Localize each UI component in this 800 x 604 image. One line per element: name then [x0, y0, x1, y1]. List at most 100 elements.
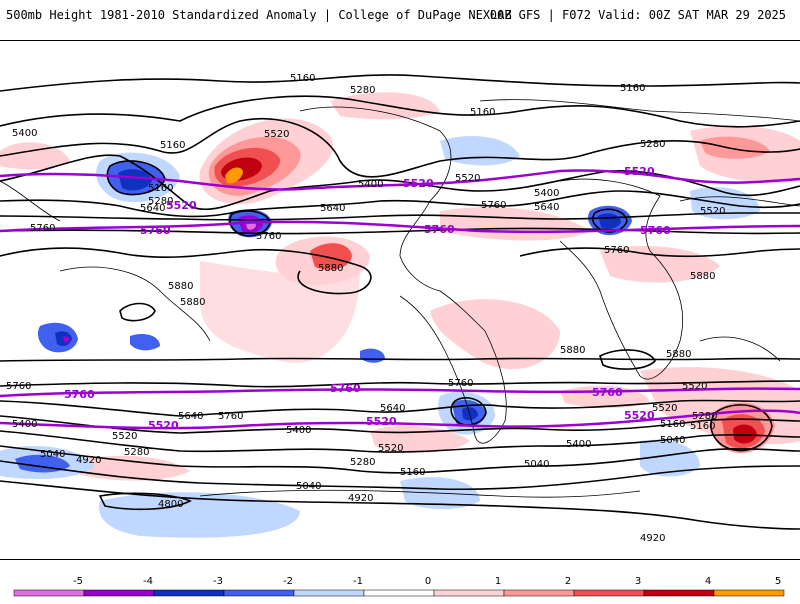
highlight-contour-label: 5760 [424, 223, 455, 236]
colorbar-swatch [503, 589, 575, 597]
colorbar: -5 -4 -3 -2 -1 0 1 2 3 4 5 [0, 572, 800, 600]
contour-label: 5760 [604, 245, 629, 256]
highlight-contour-labels: 5520 5520 5520 5760 5760 5760 5760 5760 … [64, 165, 671, 432]
highlight-contour-label: 5520 [624, 165, 655, 178]
highlighted-contours [0, 169, 800, 430]
contour-label: 5040 [296, 481, 321, 492]
colorbar-tick-label: 5 [775, 576, 781, 587]
contour-label: 5280 [350, 457, 375, 468]
colorbar-swatch [153, 589, 225, 597]
colorbar-swatch [223, 589, 295, 597]
highlight-contour-label: 5520 [403, 177, 434, 190]
map-canvas: 5160 5280 5160 5160 5400 5160 5520 5160 … [0, 73, 800, 544]
contour-label: 5040 [40, 449, 65, 460]
colorbar-swatch [83, 589, 155, 597]
colorbar-tick-label: -5 [73, 576, 83, 587]
colorbar-swatches [13, 589, 785, 597]
contour-label: 5880 [690, 271, 715, 282]
contour-label: 5880 [318, 263, 343, 274]
contour-label: 5280 [350, 85, 375, 96]
colorbar-tick-label: -2 [283, 576, 293, 587]
colorbar-tick-label: 4 [705, 576, 711, 587]
model-run-info: 00Z GFS | F072 Valid: 00Z SAT MAR 29 202… [489, 8, 786, 22]
contour-label: 5520 [455, 173, 480, 184]
colorbar-tick-label: -4 [143, 576, 153, 587]
colorbar-swatch [573, 589, 645, 597]
contour-label: 5040 [524, 459, 549, 470]
contour-label: 5520 [378, 443, 403, 454]
contour-label: 5160 [470, 107, 495, 118]
colorbar-swatch [363, 589, 435, 597]
contour-label: 5640 [140, 203, 165, 214]
highlight-contour-label: 5760 [592, 386, 623, 399]
highlight-contour-label: 5760 [64, 388, 95, 401]
colorbar-tick-label: 2 [565, 576, 571, 587]
contour-label: 5520 [652, 403, 677, 414]
map-header: 500mb Height 1981-2010 Standardized Anom… [0, 0, 800, 40]
contour-label: 5400 [12, 128, 37, 139]
colorbar-swatch [643, 589, 715, 597]
contour-label: 5640 [320, 203, 345, 214]
colorbar-tick-label: -3 [213, 576, 223, 587]
colorbar-tick-label: -1 [353, 576, 363, 587]
contour-label: 5400 [566, 439, 591, 450]
contour-label: 5760 [481, 200, 506, 211]
contour-label: 5160 [660, 419, 685, 430]
height-contours [0, 74, 800, 530]
contour-label: 5880 [180, 297, 205, 308]
highlight-contour-label: 5520 [148, 419, 179, 432]
colorbar-swatch [293, 589, 365, 597]
contour-label: 4920 [348, 493, 373, 504]
contour-label: 5040 [660, 435, 685, 446]
contour-label: 5280 [124, 447, 149, 458]
contour-label: 4920 [76, 455, 101, 466]
contour-label: 5760 [218, 411, 243, 422]
contour-label: 4800 [158, 499, 183, 510]
contour-label: 5640 [178, 411, 203, 422]
contour-label: 5520 [700, 206, 725, 217]
contour-label: 5760 [256, 231, 281, 242]
colorbar-tick-label: 1 [495, 576, 501, 587]
contour-label: 5880 [560, 345, 585, 356]
contour-label: 5160 [400, 467, 425, 478]
contour-label: 5400 [286, 425, 311, 436]
contour-label: 5760 [448, 378, 473, 389]
coastlines [0, 99, 800, 498]
contour-label: 5640 [534, 202, 559, 213]
contour-label: 5400 [12, 419, 37, 430]
contour-label: 5400 [534, 188, 559, 199]
highlight-contour-label: 5520 [624, 409, 655, 422]
colorbar-ticks: -5 -4 -3 -2 -1 0 1 2 3 4 5 [73, 576, 781, 587]
contour-label: 5760 [6, 381, 31, 392]
highlight-contour-label: 5760 [140, 224, 171, 237]
contour-label: 5280 [692, 411, 717, 422]
highlight-contour-label: 5760 [330, 382, 361, 395]
highlight-contour-label: 5520 [366, 415, 397, 428]
contour-label: 5160 [690, 421, 715, 432]
contour-label: 5520 [682, 381, 707, 392]
colorbar-swatch [713, 589, 785, 597]
contour-label: 5160 [290, 73, 315, 84]
colorbar-swatch [13, 589, 85, 597]
contour-label: 5760 [30, 223, 55, 234]
highlight-contour-label: 5520 [166, 199, 197, 212]
contour-label: 5160 [148, 183, 173, 194]
contour-label: 5880 [168, 281, 193, 292]
highlight-contour-label: 5760 [640, 224, 671, 237]
colorbar-swatch [433, 589, 505, 597]
contour-label: 5280 [148, 196, 173, 207]
colorbar-tick-label: 3 [635, 576, 641, 587]
colorbar-svg: -5 -4 -3 -2 -1 0 1 2 3 4 5 [13, 576, 785, 597]
contour-labels: 5160 5280 5160 5160 5400 5160 5520 5160 … [6, 73, 725, 544]
contour-label: 5520 [112, 431, 137, 442]
contour-label: 5880 [666, 349, 691, 360]
contour-label: 5160 [620, 83, 645, 94]
anomaly-map: 5160 5280 5160 5160 5400 5160 5520 5160 … [0, 40, 800, 560]
map-title: 500mb Height 1981-2010 Standardized Anom… [6, 8, 512, 22]
contour-label: 4920 [640, 533, 665, 544]
colorbar-tick-label: 0 [425, 576, 431, 587]
contour-label: 5400 [358, 179, 383, 190]
contour-label: 5160 [160, 140, 185, 151]
contour-label: 5520 [264, 129, 289, 140]
contour-label: 5280 [640, 139, 665, 150]
